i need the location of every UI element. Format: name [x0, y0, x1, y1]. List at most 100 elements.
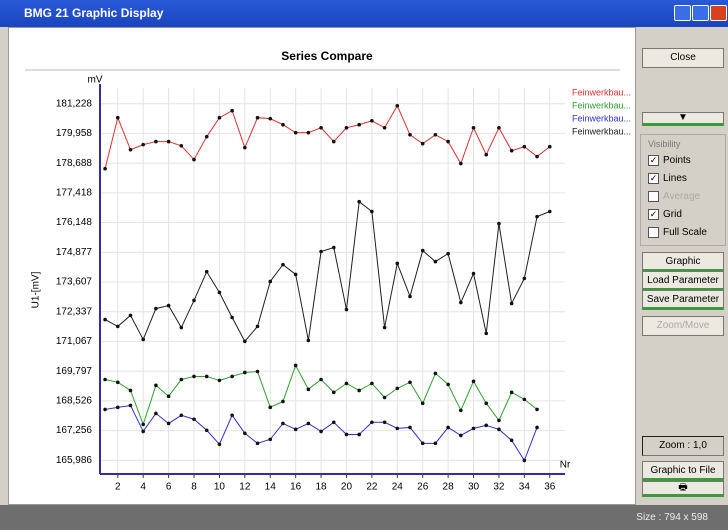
data-point — [179, 377, 184, 382]
data-point — [370, 381, 374, 386]
data-point — [357, 199, 361, 204]
data-point — [230, 108, 234, 113]
data-point — [293, 272, 298, 277]
y-tick-label: 171,067 — [56, 336, 93, 347]
data-point — [433, 441, 438, 446]
checkbox[interactable]: ✓ Lines — [648, 173, 687, 187]
data-point — [154, 411, 158, 416]
x-tick-label: 32 — [493, 482, 505, 493]
data-point — [459, 433, 463, 438]
data-point — [166, 394, 171, 399]
series-line — [104, 200, 550, 343]
data-point — [115, 115, 120, 120]
data-point — [268, 279, 273, 284]
data-point — [433, 259, 438, 264]
data-point — [306, 338, 311, 343]
visibility-group — [640, 134, 726, 246]
data-point — [281, 399, 285, 404]
data-point — [319, 249, 323, 254]
data-point — [217, 115, 222, 120]
series-line — [104, 104, 551, 169]
group-label: Visibility — [648, 139, 681, 149]
data-point — [192, 374, 196, 379]
x-tick-label: 16 — [290, 482, 302, 493]
data-point — [547, 144, 552, 149]
data-point — [255, 324, 260, 329]
data-point — [268, 405, 273, 410]
data-point — [420, 141, 425, 146]
checkbox[interactable]: Full Scale — [648, 227, 707, 241]
data-point — [484, 401, 489, 406]
sidebar-button[interactable]: Save Parameter — [642, 290, 724, 310]
y-tick-label: 174,877 — [56, 247, 93, 258]
data-point — [192, 157, 196, 162]
data-point — [166, 303, 171, 308]
data-point — [204, 134, 209, 139]
x-tick-label: 2 — [115, 482, 121, 493]
data-point — [141, 142, 145, 147]
data-point — [154, 139, 158, 144]
data-point — [382, 125, 387, 130]
data-point — [420, 441, 425, 446]
x-tick-label: 6 — [166, 482, 172, 493]
data-point — [535, 214, 539, 219]
data-point — [230, 315, 234, 320]
minimize-button[interactable] — [674, 5, 691, 21]
data-point — [408, 425, 412, 430]
x-tick-label: 30 — [468, 482, 480, 493]
x-axis-label: Nr — [560, 460, 571, 471]
data-point — [331, 245, 336, 250]
data-point — [192, 298, 196, 303]
data-point — [103, 166, 107, 171]
graphic-to-file-button[interactable]: Graphic to File — [642, 461, 724, 481]
data-point — [268, 116, 273, 121]
data-point — [446, 139, 450, 144]
data-point — [446, 382, 450, 387]
data-point — [471, 271, 476, 276]
data-point — [243, 431, 247, 436]
data-point — [128, 147, 133, 152]
chart-panel — [8, 27, 636, 505]
x-tick-label: 28 — [443, 482, 455, 493]
data-point — [446, 251, 450, 256]
y-tick-label: 173,607 — [56, 277, 93, 288]
data-point — [408, 294, 412, 299]
maximize-button[interactable] — [692, 5, 709, 21]
dropdown-button[interactable]: ▼ — [642, 112, 724, 126]
data-point — [331, 139, 336, 144]
data-point — [243, 339, 247, 344]
y-tick-label: 181,228 — [56, 98, 93, 109]
data-point — [344, 125, 349, 130]
data-point — [484, 423, 489, 428]
checkbox[interactable]: ✓ Grid — [648, 209, 682, 223]
data-point — [293, 427, 298, 432]
sidebar-button: Zoom/Move — [642, 316, 724, 336]
x-tick-label: 24 — [392, 482, 404, 493]
checkbox[interactable]: ✓ Points — [648, 155, 691, 169]
data-point — [166, 139, 171, 144]
data-point — [382, 395, 387, 400]
data-point — [408, 132, 412, 137]
checkbox-label: Points — [663, 155, 691, 167]
print-button[interactable]: 🖶 — [642, 481, 724, 497]
sidebar-button[interactable]: Graphic Parameter — [642, 252, 724, 285]
data-point — [306, 421, 311, 426]
x-tick-label: 26 — [417, 482, 429, 493]
data-point — [459, 300, 463, 305]
sidebar-button[interactable]: Load Parameter — [642, 271, 724, 291]
data-point — [319, 429, 323, 434]
checkbox-label: Full Scale — [663, 227, 707, 239]
data-point — [370, 420, 374, 425]
data-point — [141, 337, 145, 342]
checkbox-label: Average — [663, 191, 701, 203]
x-tick-label: 10 — [214, 482, 226, 493]
x-tick-label: 20 — [341, 482, 353, 493]
legend-entry: Feinwerkbau... — [572, 87, 631, 97]
y-tick-label: 178,688 — [56, 158, 93, 169]
data-point — [446, 425, 450, 430]
close-window-button[interactable] — [710, 5, 727, 21]
data-point — [522, 144, 527, 149]
close-button[interactable]: Close — [642, 48, 724, 68]
data-point — [103, 317, 107, 322]
data-point — [103, 377, 107, 382]
